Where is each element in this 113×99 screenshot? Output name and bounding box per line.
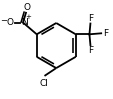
Text: +: + [25, 14, 31, 20]
Text: O: O [23, 3, 30, 12]
Text: −: − [0, 16, 7, 25]
Text: O: O [7, 18, 14, 27]
Text: Cl: Cl [39, 79, 48, 88]
Text: F: F [87, 46, 92, 55]
Text: F: F [102, 29, 107, 38]
Text: N: N [20, 18, 27, 27]
Text: F: F [87, 14, 92, 23]
